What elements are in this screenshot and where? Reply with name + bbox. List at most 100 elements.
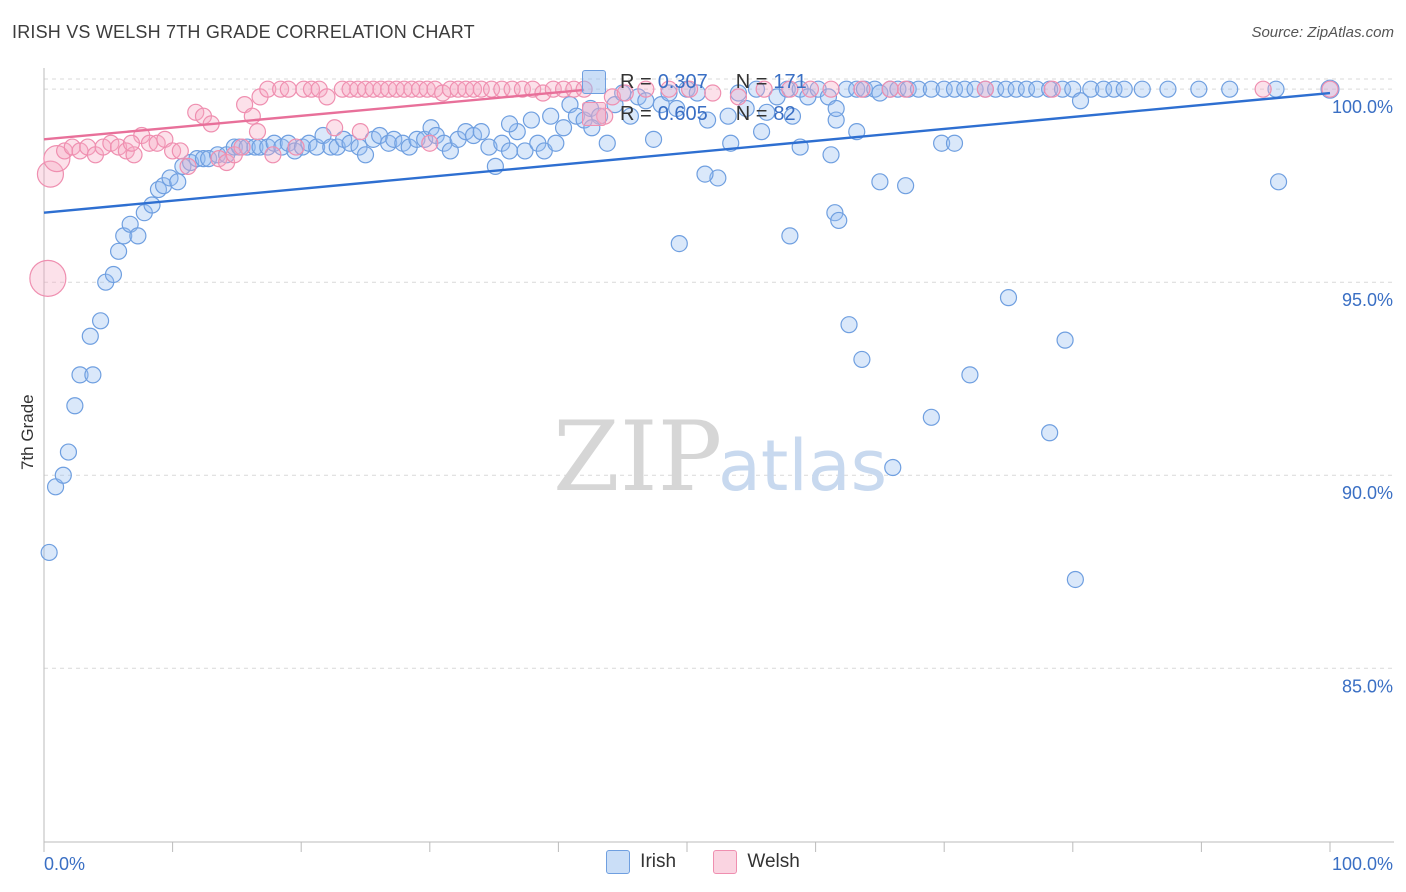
axes [43,68,1394,852]
irish-point [822,146,840,164]
legend-item-irish: Irish [606,850,676,874]
irish-point [871,173,889,191]
legend-item-welsh: Welsh [713,850,800,874]
welsh-point [351,123,369,141]
welsh-point [1321,80,1339,98]
welsh-point [43,145,71,173]
legend-irish-label: Irish [640,851,677,872]
welsh-point [122,134,141,152]
welsh-point [637,80,655,98]
irish-point [781,227,799,245]
welsh-point [729,88,748,106]
irish-point [40,543,58,562]
irish-point [66,397,84,415]
watermark-atlas: atlas [718,425,887,507]
chart-legend: Irish Welsh [0,850,1406,880]
irish-point [752,123,771,141]
irish-point [668,99,686,118]
irish-point [871,84,889,102]
stats-row-welsh: R = 0.605 N = 82 [582,102,796,126]
legend-welsh-label: Welsh [747,851,800,872]
welsh-point [1043,80,1061,98]
welsh-point [109,138,128,156]
stats-box: R = 0.307 N = 171 R = 0.605 N = 82 [558,66,820,130]
irish-n-label: N = [735,70,768,93]
welsh-point [853,80,871,98]
irish-point [961,366,979,384]
irish-point [341,134,359,152]
irish-point [840,316,858,334]
data-points [29,79,1340,589]
irish-point [922,408,940,426]
y-tick-label: 85.0% [1342,676,1393,696]
irish-point [129,227,147,245]
irish-point [500,142,519,160]
irish-point [897,177,915,195]
welsh-point [822,80,840,98]
irish-point [385,130,403,148]
welsh-point [148,134,166,152]
welsh-trendline [43,88,585,141]
welsh-point [179,157,197,175]
irish-point [522,111,540,129]
welsh-point [318,88,336,106]
irish-r-label: R = [620,70,652,93]
irish-point [91,312,110,330]
irish-point [104,265,123,284]
irish-point [1133,80,1151,98]
irish-point [322,138,340,156]
irish-point [827,99,845,118]
irish-point [1115,80,1133,98]
irish-point [1221,80,1239,98]
irish-point [542,107,560,125]
welsh-point [287,138,305,156]
irish-point [1066,570,1084,589]
irish-point [84,366,102,384]
legend-irish-swatch [606,850,631,874]
welsh-point [264,146,282,164]
welsh-point [36,160,65,188]
watermark-zip: ZIP [553,401,722,513]
welsh-point [660,80,678,98]
welsh-point [187,103,205,121]
welsh-point [279,80,297,98]
welsh-point [326,119,344,137]
irish-point [143,196,161,214]
welsh-point [248,123,267,141]
legend-welsh-swatch [713,850,738,874]
welsh-point [259,80,277,98]
irish-point [670,234,688,253]
irish-point [472,123,490,141]
irish-point [945,134,964,152]
welsh-point [171,142,189,160]
welsh-point [29,259,67,297]
irish-point [516,142,534,160]
irish-point [1071,92,1090,110]
gridlines [44,78,1394,669]
welsh-point [680,80,699,98]
irish-point [1159,80,1177,98]
irish-point [758,103,776,121]
irish-point [729,84,748,102]
y-tick-label: 95.0% [1342,290,1393,310]
welsh-point [704,84,722,102]
irish-point [933,134,951,152]
irish-swatch [582,70,606,94]
irish-point [884,458,902,477]
irish-point [109,242,128,260]
irish-point [1082,80,1100,98]
irish-n-value: 171 [773,70,807,93]
welsh-point [781,80,799,98]
irish-point [999,289,1018,307]
irish-point [660,84,678,102]
irish-point [644,130,663,148]
irish-point [709,169,727,187]
irish-point [464,126,483,145]
y-tick-label: 100.0% [1332,97,1393,117]
irish-point [621,107,640,125]
irish-point [554,119,573,137]
x-tick-label-max: 100.0% [1332,854,1393,874]
irish-point [696,165,714,183]
irish-point [853,350,871,369]
